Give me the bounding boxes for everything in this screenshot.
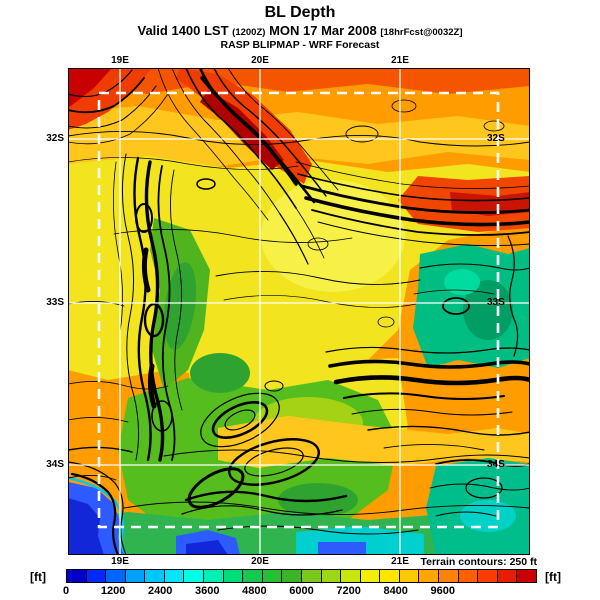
x-axis-label-top-19e: 19E (111, 55, 129, 66)
colorbar-segment (223, 570, 244, 582)
x-axis-label-top-20e: 20E (251, 55, 269, 66)
y-axis-label-right-34s: 34S (487, 459, 505, 470)
colorbar-tick-label: 7200 (336, 585, 361, 597)
colorbar-tick-label: 6000 (289, 585, 314, 597)
terrain-contours-note: Terrain contours: 250 ft (420, 556, 538, 568)
contour-lines-layer (67, 66, 533, 557)
colorbar-segment (458, 570, 479, 582)
y-axis-label-right-33s: 33S (487, 297, 505, 308)
y-axis-label-left-32s: 32S (46, 133, 64, 144)
colorbar-segment (282, 570, 302, 582)
colorbar-segments (66, 569, 537, 583)
colorbar-segment (106, 570, 126, 582)
page-title: BL Depth (264, 4, 336, 21)
y-axis-label-right-32s: 32S (487, 133, 505, 144)
colorbar-segment (184, 570, 205, 582)
colorbar-segment (86, 570, 107, 582)
colorbar-segment (419, 570, 439, 582)
model-line: RASP BLIPMAP - WRF Forecast (220, 39, 380, 51)
colorbar-tick-label: 8400 (383, 585, 408, 597)
colorbar-segment (301, 570, 322, 582)
colorbar-segment (438, 570, 459, 582)
colorbar-segment (517, 570, 536, 582)
colorbar-tick-label: 3600 (195, 585, 220, 597)
colorbar-ticks: 0 1200 2400 3600 4800 6000 7200 8400 9600 (62, 585, 537, 598)
colorbar-segment (145, 570, 165, 582)
colorbar-segment (204, 570, 224, 582)
colorbar-segment (125, 570, 146, 582)
map-border (68, 68, 530, 555)
colorbar-segment (262, 570, 283, 582)
colorbar-segment (497, 570, 518, 582)
x-axis-label-top-21e: 21E (391, 55, 409, 66)
y-axis-label-left-33s: 33S (46, 297, 64, 308)
colorbar-segment (341, 570, 361, 582)
colorbar-segment (67, 570, 87, 582)
colorbar-segment (399, 570, 420, 582)
colorbar-segment (380, 570, 400, 582)
colorbar-tick-label: 0 (62, 585, 70, 597)
forecast-map (67, 66, 533, 557)
colorbar-unit-right: [ft] (545, 570, 561, 584)
y-axis-label-left-34s: 34S (46, 459, 64, 470)
valid-date: MON 17 Mar 2008 (269, 23, 377, 38)
colorbar-tick-label: 9600 (430, 585, 456, 597)
x-axis-label-bottom-19e: 19E (111, 556, 129, 567)
colorbar-segment (321, 570, 342, 582)
x-axis-label-bottom-21e: 21E (391, 556, 409, 567)
colorbar-tick-label: 1200 (100, 585, 126, 597)
colorbar-segment (478, 570, 498, 582)
terrain-map-svg (67, 66, 533, 557)
colorbar-segment (360, 570, 381, 582)
colorbar-tick-label: 2400 (147, 585, 173, 597)
domain-boundary (97, 91, 500, 529)
valid-utc: (1200Z) (232, 27, 266, 38)
colorbar-segment (243, 570, 263, 582)
valid-prefix: Valid 1400 LST (137, 23, 229, 38)
colorbar-unit-left: [ft] (30, 570, 46, 584)
forecast-offset: [18hrFcst@0032Z] (380, 27, 463, 38)
graticule-layer (68, 68, 530, 555)
valid-time-line: Valid 1400 LST (1200Z) MON 17 Mar 2008 [… (0, 23, 600, 38)
colorbar-tick-label: 4800 (242, 585, 267, 597)
x-axis-label-bottom-20e: 20E (251, 556, 269, 567)
colorbar-segment (164, 570, 185, 582)
